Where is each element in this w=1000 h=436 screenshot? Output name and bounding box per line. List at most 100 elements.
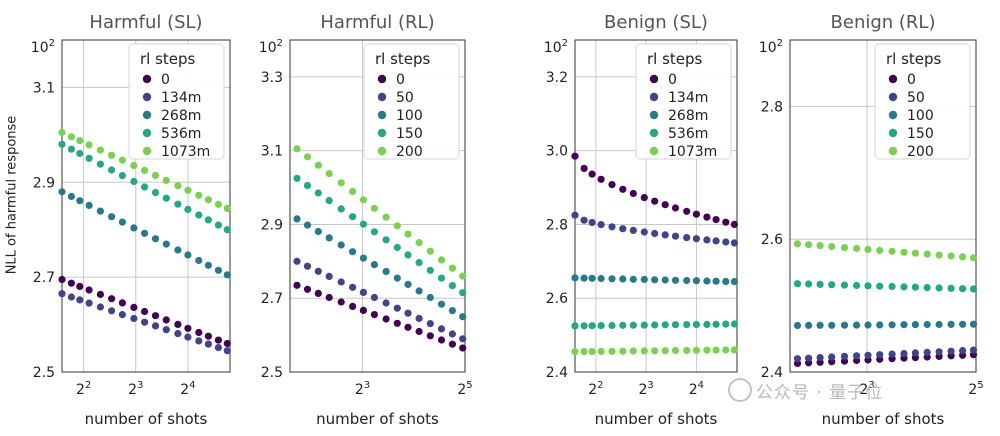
data-point <box>608 223 616 231</box>
data-point <box>712 237 720 245</box>
series-0 <box>58 275 231 348</box>
data-point <box>588 170 596 178</box>
data-point <box>325 272 333 280</box>
legend-marker-536m <box>649 128 659 138</box>
data-point <box>141 183 149 191</box>
data-point <box>174 320 182 328</box>
data-point <box>671 204 680 212</box>
data-point <box>151 235 160 243</box>
y-tick-label-2: 2.7 <box>261 291 283 307</box>
legend-label-0: 0 <box>668 72 677 88</box>
chart-title: Benign (SL) <box>604 12 708 33</box>
data-point <box>580 164 588 172</box>
data-point <box>876 282 884 290</box>
data-point <box>96 146 104 154</box>
data-point <box>629 226 637 234</box>
legend-title: rl steps <box>140 50 196 68</box>
chart-panel-1: 2.5 2.7 2.9 3.1 102 22 23 24 Harmful (SL) number … <box>31 12 231 428</box>
data-point <box>703 236 711 244</box>
data-point <box>683 234 691 242</box>
data-point <box>580 216 588 224</box>
data-point <box>571 274 579 282</box>
data-point <box>151 312 160 320</box>
data-point <box>828 243 836 251</box>
data-point <box>184 324 192 332</box>
x-tick-label-2: 25 <box>457 380 472 398</box>
data-point <box>151 171 160 179</box>
data-point <box>816 354 824 362</box>
data-point <box>415 259 423 267</box>
data-point <box>437 336 446 344</box>
x-tick-label-1: 22 <box>588 380 603 398</box>
legend-label-1073m: 1073m <box>668 144 717 160</box>
data-point <box>651 229 659 238</box>
data-point <box>314 227 322 236</box>
plot-frame <box>574 39 738 373</box>
data-point <box>597 221 605 229</box>
data-point <box>608 347 616 355</box>
data-point <box>805 280 813 288</box>
data-point <box>730 346 739 354</box>
data-point <box>703 320 711 328</box>
data-point <box>382 236 390 244</box>
data-point <box>640 228 648 236</box>
plot-frame <box>289 39 466 373</box>
chart-panel-2: 2.5 2.7 2.9 3.1 3.3 102 23 25 Harmful (RL) number… <box>259 12 473 428</box>
data-point <box>162 316 170 324</box>
data-point <box>325 197 333 205</box>
legend-marker-150 <box>377 128 387 138</box>
series-100 <box>293 215 467 321</box>
series-0 <box>293 281 467 352</box>
data-point <box>130 224 138 232</box>
data-point <box>947 320 955 328</box>
data-point <box>204 261 212 269</box>
data-point <box>67 279 75 287</box>
y-top-tick-label: 102 <box>759 38 783 56</box>
data-point <box>349 302 357 310</box>
data-point <box>876 246 884 254</box>
data-point <box>959 253 967 261</box>
data-point <box>448 264 456 272</box>
legend-label-100: 100 <box>396 108 423 124</box>
data-point <box>840 281 849 289</box>
data-point <box>448 340 456 348</box>
data-point <box>888 282 896 291</box>
data-point <box>85 201 93 209</box>
data-point <box>580 348 588 356</box>
legend-label-268m: 268m <box>161 108 201 124</box>
data-point <box>805 354 813 362</box>
y-tick-label-1: 2.5 <box>33 365 55 381</box>
data-point <box>303 285 312 293</box>
data-point <box>151 189 160 197</box>
data-point <box>195 337 203 345</box>
data-point <box>571 152 579 160</box>
data-point <box>303 262 312 270</box>
legend-title: rl steps <box>647 50 703 68</box>
data-point <box>359 220 367 228</box>
data-point <box>214 266 222 274</box>
data-point <box>840 321 849 329</box>
data-point <box>619 225 627 233</box>
data-point <box>162 326 170 334</box>
data-point <box>459 289 467 297</box>
data-point <box>195 328 203 337</box>
data-point <box>184 205 192 213</box>
data-point <box>722 277 730 285</box>
plot-frame <box>61 39 231 373</box>
data-point <box>67 133 75 141</box>
data-point <box>214 221 222 229</box>
x-axis-label: number of shots <box>316 410 439 428</box>
legend-marker-150 <box>888 128 898 138</box>
data-point <box>314 267 322 275</box>
data-point <box>969 320 978 328</box>
data-point <box>712 277 720 285</box>
data-point <box>661 321 669 329</box>
data-point <box>588 274 596 282</box>
watermark: 公众号 · 量子位 <box>728 378 883 403</box>
data-point <box>597 322 605 330</box>
data-point <box>370 293 378 302</box>
data-point <box>923 320 931 329</box>
data-point <box>108 213 116 221</box>
